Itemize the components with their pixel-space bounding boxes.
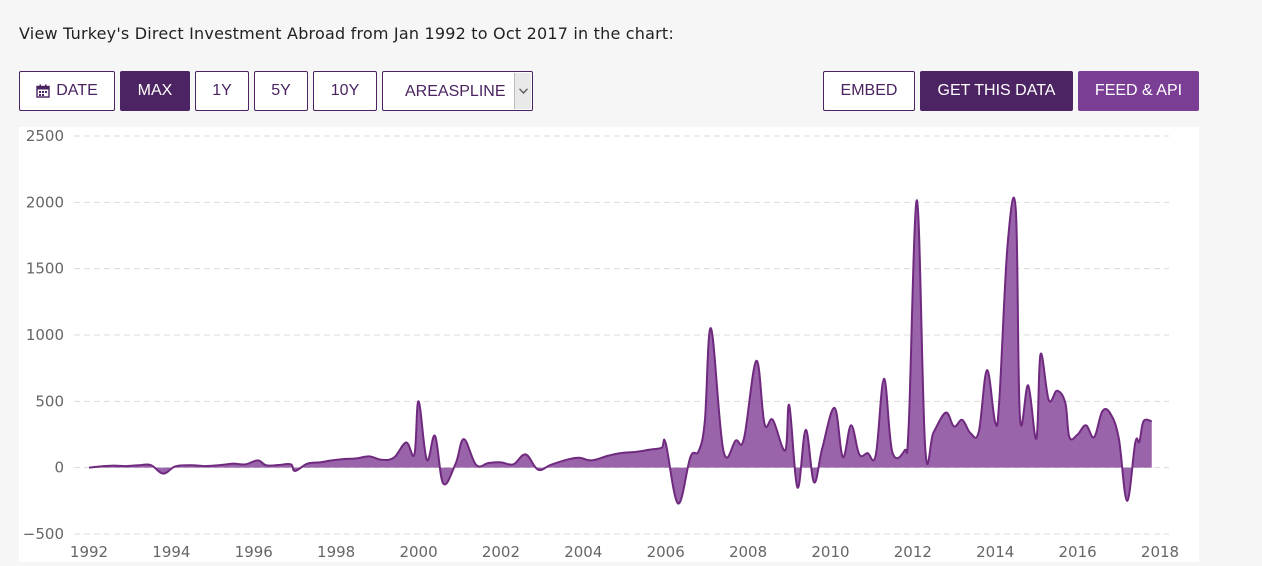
range-1y-button[interactable]: 1Y: [195, 71, 249, 111]
range-10y-button[interactable]: 10Y: [313, 71, 377, 111]
feed-api-button[interactable]: FEED & API: [1078, 71, 1199, 111]
x-tick-label: 2014: [976, 543, 1014, 561]
chart-type-select[interactable]: AREASPLINE: [382, 71, 533, 111]
y-tick-label: 2500: [26, 127, 64, 145]
x-tick-label: 1996: [235, 543, 273, 561]
x-tick-label: 2016: [1059, 543, 1097, 561]
date-button-label: DATE: [56, 82, 97, 100]
y-tick-label: 2000: [26, 193, 64, 211]
x-axis: 1992 1994 1996 1998 2000 2002 2004 2006 2008 2010…: [70, 543, 1179, 561]
x-tick-label: 1992: [70, 543, 108, 561]
x-tick-label: 2000: [399, 543, 437, 561]
date-button[interactable]: DATE: [19, 71, 115, 111]
page-heading: View Turkey's Direct Investment Abroad f…: [19, 24, 674, 43]
y-tick-label: −500: [23, 525, 64, 543]
y-tick-label: 1500: [26, 260, 64, 278]
x-tick-label: 2010: [811, 543, 849, 561]
y-tick-label: 500: [35, 392, 64, 410]
embed-button[interactable]: EMBED: [823, 71, 915, 111]
x-tick-label: 2002: [482, 543, 520, 561]
x-tick-label: 1998: [317, 543, 355, 561]
chart-type-value: AREASPLINE: [405, 83, 505, 101]
chart-toolbar: DATE MAX 1Y 5Y 10Y AREASPLINE EMBED GET …: [0, 71, 1262, 111]
y-tick-label: 1000: [26, 326, 64, 344]
x-tick-label: 2008: [729, 543, 767, 561]
plot-area: [89, 198, 1152, 504]
y-axis: 2500 2000 1500 1000 500 0 −500: [23, 127, 64, 543]
calendar-icon: [36, 84, 50, 98]
get-this-data-button[interactable]: GET THIS DATA: [920, 71, 1073, 111]
series-area: [89, 198, 1152, 504]
y-tick-label: 0: [54, 459, 64, 477]
x-tick-label: 2004: [564, 543, 602, 561]
x-tick-label: 2012: [894, 543, 932, 561]
range-5y-button[interactable]: 5Y: [254, 71, 308, 111]
range-max-button[interactable]: MAX: [120, 71, 190, 111]
chevron-down-icon[interactable]: [514, 73, 531, 109]
x-tick-label: 2006: [647, 543, 685, 561]
x-tick-label: 1994: [152, 543, 190, 561]
x-tick-label: 2018: [1141, 543, 1179, 561]
